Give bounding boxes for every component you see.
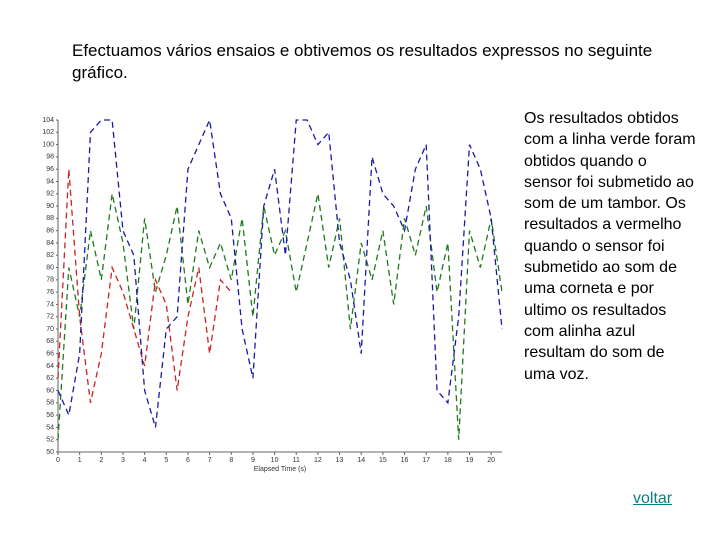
y-tick-label: 56 (46, 412, 54, 419)
y-tick-label: 94 (46, 178, 54, 185)
x-tick-label: 8 (229, 457, 233, 464)
y-tick-label: 96 (46, 166, 54, 173)
back-link[interactable]: voltar (633, 490, 673, 507)
y-tick-label: 82 (46, 252, 54, 259)
x-tick-label: 5 (164, 457, 168, 464)
data-line (57, 193, 503, 440)
x-tick-label: 9 (251, 457, 255, 464)
x-tick-label: 7 (208, 457, 212, 464)
slide-title: Efectuamos vários ensaios e obtivemos os… (72, 41, 653, 82)
x-tick-label: 2 (99, 457, 103, 464)
y-tick-label: 64 (46, 363, 54, 370)
x-tick-label: 13 (336, 457, 344, 464)
y-tick-label: 84 (46, 240, 54, 247)
x-tick-label: 11 (293, 457, 300, 464)
y-tick-label: 58 (46, 400, 54, 407)
y-tick-label: 102 (42, 129, 54, 136)
y-tick-label: 54 (46, 424, 54, 431)
chart: 5052545658606264666870727476788082848688… (42, 117, 503, 473)
y-tick-label: 62 (46, 375, 54, 382)
y-tick-label: 92 (46, 191, 54, 198)
data-line (57, 117, 503, 428)
x-tick-label: 10 (271, 457, 279, 464)
y-tick-label: 74 (46, 301, 54, 308)
x-tick-label: 14 (357, 457, 365, 464)
x-tick-label: 19 (466, 457, 474, 464)
x-tick-label: 17 (422, 457, 430, 464)
x-tick-label: 15 (379, 457, 387, 464)
x-axis-label: Elapsed Time (s) (254, 466, 307, 473)
y-tick-label: 80 (46, 264, 54, 271)
x-tick-label: 0 (56, 457, 60, 464)
x-tick-label: 20 (487, 457, 495, 464)
x-tick-label: 4 (143, 457, 147, 464)
x-tick-label: 12 (314, 457, 322, 464)
data-line (57, 169, 232, 403)
y-tick-label: 52 (46, 437, 54, 444)
y-tick-label: 72 (46, 314, 54, 321)
y-tick-label: 68 (46, 338, 54, 345)
x-tick-label: 3 (121, 457, 125, 464)
y-tick-label: 88 (46, 215, 54, 222)
x-tick-label: 16 (401, 457, 409, 464)
y-tick-label: 78 (46, 277, 54, 284)
y-tick-label: 76 (46, 289, 54, 296)
x-tick-label: 6 (186, 457, 190, 464)
y-tick-label: 104 (42, 117, 54, 124)
y-tick-label: 70 (46, 326, 54, 333)
y-tick-label: 86 (46, 228, 54, 235)
y-tick-label: 66 (46, 350, 54, 357)
x-tick-label: 1 (78, 457, 82, 464)
y-tick-label: 100 (42, 141, 54, 148)
description: Os resultados obtidos com a linha verde … (524, 110, 696, 383)
y-tick-label: 60 (46, 387, 54, 394)
x-tick-label: 18 (444, 457, 452, 464)
y-tick-label: 90 (46, 203, 54, 210)
y-tick-label: 50 (46, 449, 54, 456)
y-tick-label: 98 (46, 154, 54, 161)
